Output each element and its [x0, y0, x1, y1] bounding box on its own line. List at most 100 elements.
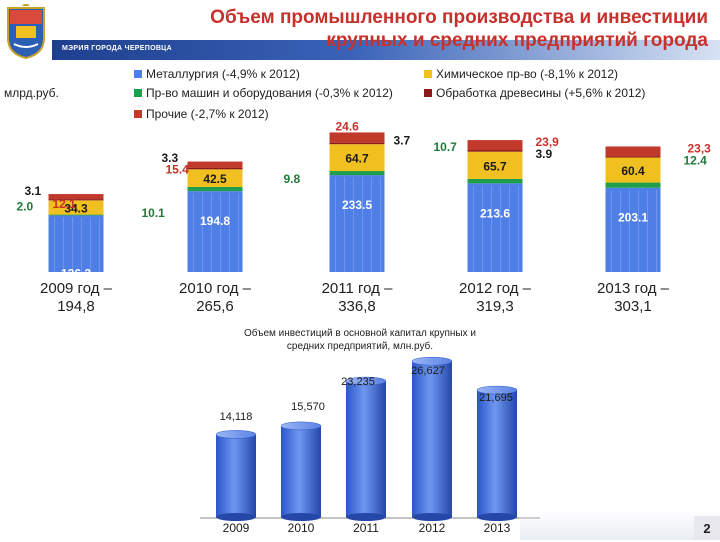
bar-segment-metallurgy [467, 183, 523, 272]
investment-value-label: 26,627 [411, 365, 445, 377]
investment-bar-base [281, 513, 321, 521]
investment-chart-title: Объем инвестиций в основной капитал круп… [200, 327, 520, 353]
investment-bar-base [412, 513, 452, 521]
legend-label-other: Прочие (-2,7% к 2012) [146, 107, 269, 121]
investment-category-label: 2011 [353, 521, 379, 535]
data-label-metallurgy: 194.8 [200, 214, 230, 228]
investment-bar [346, 381, 386, 517]
category-label: 2013 год –303,1 [573, 280, 693, 316]
data-label-metallurgy: 233.5 [342, 198, 372, 212]
page-title-line1: Объем промышленного производства и инвес… [210, 7, 708, 28]
investment-category-label: 2010 [288, 521, 315, 535]
legend-item-machinery: Пр-во машин и оборудования (-0,3% к 2012… [134, 86, 393, 100]
category-label-year: 2009 год – [40, 280, 112, 297]
bar-segment-wood [329, 142, 385, 145]
category-label-total: 303,1 [614, 298, 652, 315]
data-label-other: 15.4 [166, 163, 190, 177]
data-label-metallurgy: 203.1 [618, 211, 648, 225]
data-label-other: 23,3 [688, 141, 712, 155]
legend-label-wood: Обработка древесины (+5,6% к 2012) [436, 86, 646, 100]
category-label: 2010 год –265,6 [155, 280, 275, 316]
bar-segment-wood [187, 167, 243, 170]
bar-segment-other [187, 161, 243, 168]
data-label-metallurgy: 136.3 [61, 266, 91, 280]
category-label: 2012 год –319,3 [435, 280, 555, 316]
data-label-chemical: 64.7 [345, 152, 369, 166]
bar-segment-chemical [605, 157, 661, 183]
legend-swatch-machinery [134, 89, 142, 97]
data-label-machinery: 2.0 [17, 200, 34, 214]
bar-segment-other [48, 194, 104, 200]
investment-value-label: 21,695 [479, 392, 513, 404]
bar-segment-machinery [187, 186, 243, 192]
investment-category-label: 2012 [419, 521, 446, 535]
bar-segment-machinery [605, 182, 661, 188]
bar-segment-wood [467, 150, 523, 152]
bar-segment-other [605, 146, 661, 157]
investment-bar-top [215, 430, 257, 439]
footer-decoration [520, 510, 720, 540]
category-label-total: 194,8 [57, 298, 95, 315]
data-label-machinery: 10.1 [142, 206, 166, 220]
bar-segment-chemical [187, 169, 243, 187]
investment-category-label: 2009 [223, 521, 250, 535]
investment-cylinder-chart: 14,118 2009 15,570 2010 23,235 2011 26,627 2012… [200, 356, 540, 535]
bar-segment-metallurgy [48, 215, 104, 272]
investment-bar-top [280, 421, 322, 431]
category-label-year: 2012 год – [459, 280, 531, 297]
investment-bar-top [476, 385, 518, 395]
page-title-line2: крупных и средних предприятий города [326, 30, 708, 51]
investment-value-label: 23,235 [341, 376, 375, 388]
legend-item-wood: Обработка древесины (+5,6% к 2012) [424, 86, 645, 100]
data-label-wood: 3.3 [162, 151, 179, 165]
investment-category-label: 2013 [484, 521, 511, 535]
bar-segment-metallurgy [605, 187, 661, 272]
data-label-machinery: 12.4 [684, 154, 708, 168]
bar-segment-wood [48, 199, 104, 201]
legend-label-metallurgy: Металлургия (-4,9% к 2012) [146, 67, 300, 81]
legend-swatch-chemical [424, 70, 432, 78]
data-label-chemical: 42.5 [203, 172, 227, 186]
bar-segment-metallurgy [329, 175, 385, 272]
data-label-chemical: 60.4 [621, 164, 645, 178]
legend-swatch-metallurgy [134, 70, 142, 78]
legend-item-chemical: Химическое пр-во (-8,1% к 2012) [424, 67, 618, 81]
bar-segment-wood [605, 156, 661, 158]
page-title: Объем промышленного производства и инвес… [120, 6, 708, 52]
bar-segment-machinery [48, 214, 104, 216]
investment-bar-base [216, 513, 256, 521]
legend-label-chemical: Химическое пр-во (-8,1% к 2012) [436, 67, 619, 81]
chart-unit-label: млрд.руб. [4, 86, 59, 100]
investment-bar [412, 361, 452, 517]
stacked-bar-chart: 136.3 2.0 34.3 3.1 12.1 194.8 10.1 42.5 3.315.4 2… [17, 119, 712, 280]
bar-segment-chemical [48, 200, 104, 215]
legend-swatch-other [134, 110, 142, 118]
investment-bar [216, 434, 256, 517]
data-label-other: 23,9 [536, 135, 560, 149]
category-label-year: 2010 год – [179, 280, 251, 297]
investment-bar-base [477, 513, 517, 521]
investment-bar [281, 425, 321, 517]
investment-title-line2: средних предприятий, млн.руб. [286, 341, 434, 352]
bar-segment-chemical [329, 144, 385, 172]
investment-value-label: 15,570 [291, 401, 325, 413]
investment-title-line1: Объем инвестиций в основной капитал круп… [244, 328, 476, 339]
data-label-other: 12.1 [53, 197, 77, 211]
data-label-chemical: 34.3 [64, 201, 88, 215]
bar-segment-other [329, 132, 385, 143]
bar-segment-chemical [467, 151, 523, 179]
legend-label-machinery: Пр-во машин и оборудования (-0,3% к 2012… [146, 86, 393, 100]
investment-bar [477, 390, 517, 517]
header-band: МЭРИЯ ГОРОДА ЧЕРЕПОВЦА [52, 40, 720, 60]
data-label-chemical: 65.7 [483, 159, 507, 173]
investment-bar-base [346, 513, 386, 521]
category-label: 2011 год –336,8 [297, 280, 417, 316]
category-label-year: 2011 год – [321, 280, 393, 297]
data-label-machinery: 10.7 [434, 140, 458, 154]
investment-bar-top [411, 356, 453, 366]
page-number: 2 [694, 516, 720, 540]
legend-swatch-wood [424, 89, 432, 97]
city-crest-icon [7, 4, 45, 60]
data-label-wood: 3.1 [25, 184, 42, 198]
